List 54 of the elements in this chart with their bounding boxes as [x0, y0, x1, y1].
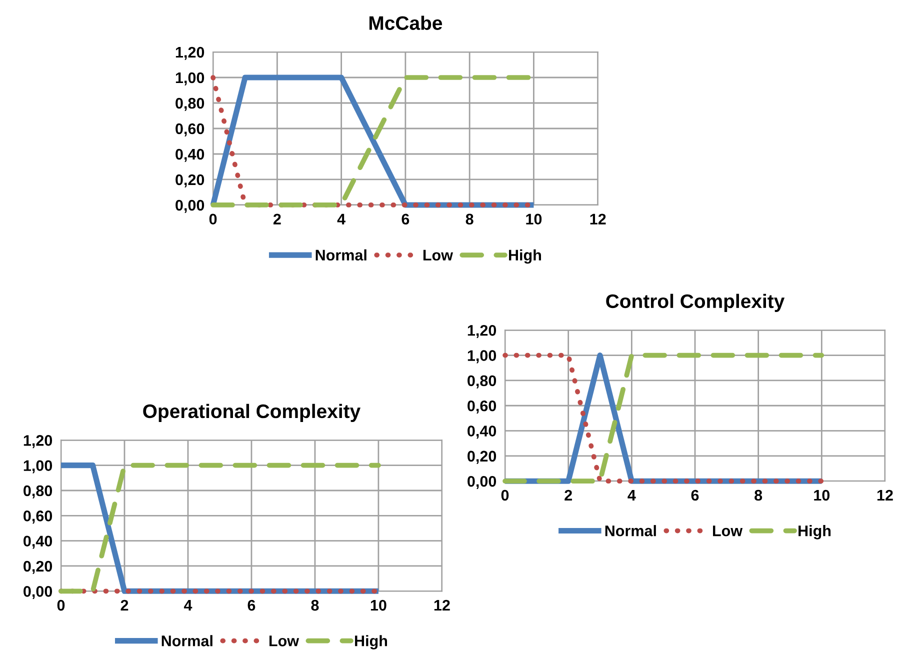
legend-label: Low: [269, 636, 300, 646]
y-tick-label: 0,20: [468, 450, 496, 464]
legend-label: High: [355, 635, 388, 650]
y-tick-label: 1,00: [468, 350, 496, 364]
y-tick-label: 0,60: [24, 510, 52, 524]
legend-label: High: [798, 525, 831, 540]
chart-title: Operational Complexity: [143, 404, 361, 422]
y-tick-label: 0,20: [24, 560, 52, 574]
chart-title: Control Complexity: [606, 294, 785, 312]
y-tick-label: 0,40: [468, 426, 496, 439]
y-tick-label: 1,20: [176, 46, 204, 60]
y-tick-label: 0,80: [24, 485, 52, 498]
y-tick-label: 0,20: [176, 174, 204, 188]
x-tick-label: 4: [337, 214, 346, 224]
x-tick-label: 2: [273, 214, 281, 224]
y-tick-label: 0,00: [468, 476, 496, 490]
x-tick-label: 12: [590, 214, 606, 224]
x-tick-label: 12: [877, 490, 893, 501]
x-tick-label: 12: [434, 600, 450, 611]
y-tick-label: 0,40: [24, 536, 52, 549]
x-tick-label: 6: [691, 490, 699, 501]
legend-label: Normal: [316, 249, 366, 261]
y-tick-label: 0,60: [468, 400, 496, 414]
chart-title: McCabe: [369, 16, 442, 30]
x-tick-label: 8: [754, 490, 762, 501]
y-tick-label: 1,00: [24, 460, 52, 474]
x-tick-label: 10: [814, 490, 830, 501]
x-tick-label: 4: [628, 490, 636, 501]
legend-label: Normal: [605, 525, 656, 536]
x-tick-label: 0: [209, 214, 217, 225]
x-tick-label: 6: [402, 214, 410, 225]
x-tick-label: 10: [370, 600, 386, 611]
y-tick-label: 1,00: [176, 72, 204, 86]
x-tick-label: 0: [57, 600, 65, 611]
legend-label: High: [509, 249, 541, 264]
y-tick-label: 0,40: [176, 148, 204, 162]
x-tick-label: 10: [526, 214, 542, 225]
y-tick-label: 0,80: [468, 375, 496, 388]
x-tick-label: 8: [466, 214, 474, 225]
x-tick-label: 8: [311, 600, 319, 611]
legend-label: Low: [713, 526, 743, 536]
y-tick-label: 0,60: [176, 123, 204, 136]
y-tick-label: 0,80: [176, 98, 204, 111]
x-tick-label: 2: [564, 490, 572, 501]
x-tick-label: 2: [120, 600, 128, 611]
y-tick-label: 1,20: [24, 435, 52, 448]
x-tick-label: 4: [184, 600, 192, 611]
x-tick-label: 0: [501, 490, 509, 501]
legend-label: Normal: [162, 635, 212, 646]
x-tick-label: 6: [248, 600, 256, 611]
legend-label: Low: [423, 250, 454, 261]
y-tick-label: 0,00: [176, 200, 204, 213]
y-tick-label: 1,20: [468, 325, 496, 338]
y-tick-label: 0,00: [24, 586, 52, 600]
